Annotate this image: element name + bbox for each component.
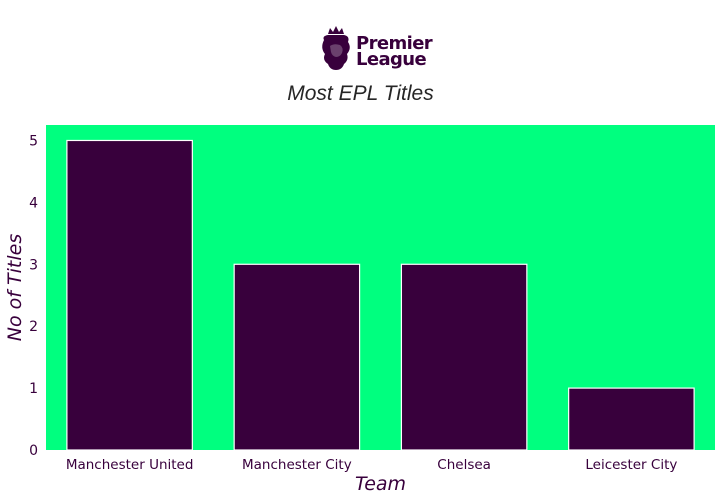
premier-league-logo: Premier League <box>318 26 433 74</box>
bar-manchester-united <box>66 139 193 451</box>
premier-league-lion-icon <box>322 26 350 70</box>
y-tick-label: 0 <box>29 443 38 459</box>
logo-text-premier: Premier <box>356 33 433 54</box>
y-tick-label: 5 <box>29 133 38 149</box>
logo-text-league: League <box>356 49 427 70</box>
y-tick-label: 2 <box>29 319 38 335</box>
bar-leicester-city <box>568 387 695 451</box>
x-tick-label: Chelsea <box>437 457 491 473</box>
x-tick-label: Manchester United <box>66 457 194 473</box>
x-tick-label: Manchester City <box>242 457 352 473</box>
bar-chelsea <box>400 263 528 451</box>
y-tick-label: 1 <box>29 381 38 397</box>
y-tick-label: 4 <box>29 195 38 211</box>
y-tick-label: 3 <box>29 257 38 273</box>
x-tick-label: Leicester City <box>585 457 677 473</box>
bar-manchester-city <box>233 263 361 451</box>
x-axis-label: Team <box>355 473 406 495</box>
y-axis-label: No of Titles <box>4 234 26 342</box>
chart-title: Most EPL Titles <box>287 82 434 105</box>
